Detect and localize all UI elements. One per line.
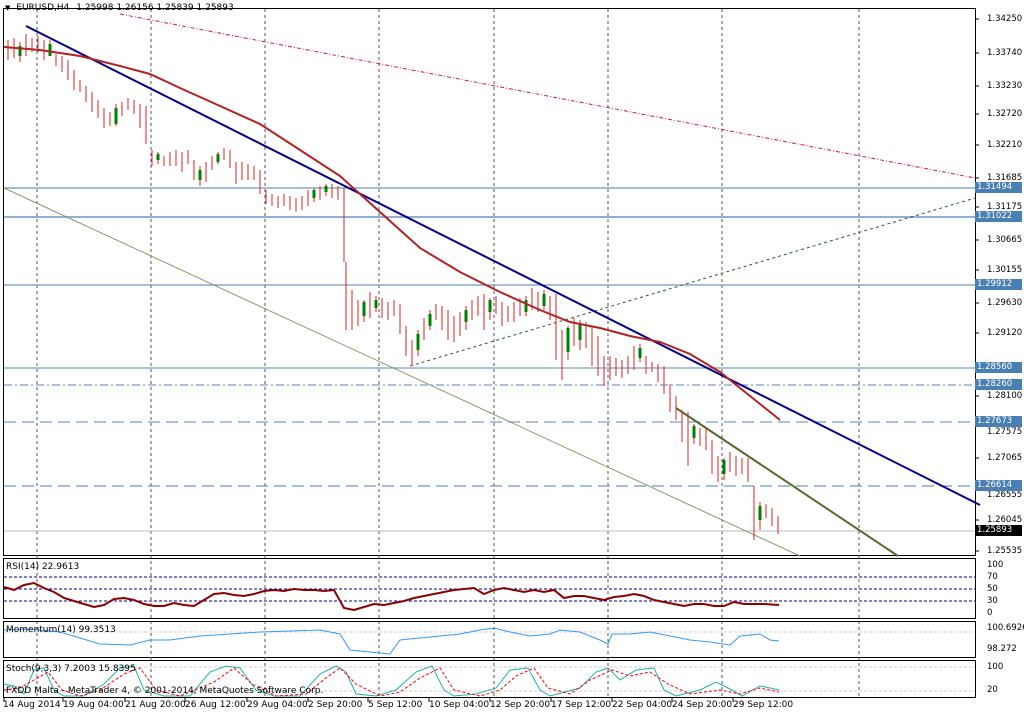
candlesticks <box>7 34 779 540</box>
momentum-level-label: 98.272 <box>987 644 1017 654</box>
support-trendline[interactable] <box>409 197 976 367</box>
copyright-text: FXDD Malta - MetaTrader 4, © 2001-2014, … <box>6 686 324 696</box>
price-label: 1.34250 <box>987 14 1023 24</box>
stoch-label: Stoch(9,3,3) 7.2003 15.8395 <box>6 664 136 674</box>
price-label: 1.27575 <box>987 427 1023 437</box>
price-label: 1.33740 <box>987 48 1023 58</box>
symbol-label: EURUSD,H4 <box>16 3 70 13</box>
rsi-level-label: 70 <box>987 572 998 582</box>
time-label: 5 Sep 12:00 <box>368 700 423 710</box>
channel-lower-line[interactable] <box>3 187 801 557</box>
price-label: 1.30155 <box>987 265 1023 275</box>
momentum-label: Momentum(14) 99.3513 <box>6 625 116 635</box>
rsi-levels <box>4 576 975 602</box>
price-label: 1.28100 <box>987 391 1023 401</box>
red-trendline[interactable] <box>119 13 976 179</box>
rsi-panel-border <box>3 558 976 619</box>
time-label: 14 Aug 2014 <box>3 700 61 710</box>
channel-upper-line[interactable] <box>675 407 899 557</box>
moving-average-line <box>3 46 781 421</box>
time-label: 24 Sep 20:00 <box>672 700 733 710</box>
price-label: 1.30665 <box>987 235 1023 245</box>
ohlc-values: 1.25998 1.26156 1.25839 1.25893 <box>76 3 234 13</box>
price-label: 1.32720 <box>987 109 1023 119</box>
current-price-tag: 1.25893 <box>975 525 1022 536</box>
time-label: 12 Sep 20:00 <box>490 700 551 710</box>
price-label: 1.25535 <box>987 546 1023 556</box>
level-tag[interactable]: 1.31494 <box>975 182 1022 193</box>
momentum-panel-border <box>3 621 976 658</box>
price-label: 1.31175 <box>987 202 1023 212</box>
time-label: 17 Sep 12:00 <box>551 700 612 710</box>
stoch-level-label: 20 <box>987 685 998 695</box>
level-tag[interactable]: 1.31022 <box>975 211 1022 222</box>
time-label: 10 Sep 04:00 <box>429 700 490 710</box>
vertical-grid <box>36 9 860 697</box>
time-label: 29 Aug 04:00 <box>247 700 308 710</box>
stoch-level-label: 100 <box>987 662 1004 672</box>
main-panel-border <box>3 8 976 556</box>
level-tag[interactable]: 1.29912 <box>975 279 1022 290</box>
triangle-down-icon[interactable]: ▼ <box>5 4 11 12</box>
price-label: 1.26555 <box>987 490 1023 500</box>
price-axis-ticks <box>975 18 979 552</box>
time-label: 22 Sep 04:00 <box>612 700 673 710</box>
stoch-main-line <box>3 665 780 697</box>
time-label: 2 Sep 20:00 <box>308 700 363 710</box>
stoch-signal-line <box>3 667 780 697</box>
rsi-level-label: 30 <box>987 596 998 606</box>
level-tag[interactable]: 1.27673 <box>975 416 1022 427</box>
price-label: 1.32210 <box>987 140 1023 150</box>
chart-header: ▼ EURUSD,H4 1.25998 1.26156 1.25839 1.25… <box>5 3 234 13</box>
momentum-level-label: 100.6926 <box>987 623 1024 633</box>
stoch-levels <box>4 666 975 692</box>
level-tag[interactable]: 1.28260 <box>975 379 1022 390</box>
price-label: 1.33230 <box>987 81 1023 91</box>
momentum-line <box>3 627 780 655</box>
main-downtrend-line[interactable] <box>25 25 981 506</box>
rsi-label: RSI(14) 22.9613 <box>6 562 80 572</box>
price-label: 1.29630 <box>987 298 1023 308</box>
level-tag[interactable]: 1.26614 <box>975 480 1022 491</box>
price-label: 1.27065 <box>987 453 1023 463</box>
time-label: 26 Aug 12:00 <box>185 700 246 710</box>
price-label: 1.29120 <box>987 328 1023 338</box>
price-label: 1.31685 <box>987 173 1023 183</box>
rsi-level-label: 0 <box>987 608 993 618</box>
rsi-line <box>3 581 780 612</box>
level-tag[interactable]: 1.28560 <box>975 362 1022 373</box>
time-label: 21 Aug 20:00 <box>125 700 186 710</box>
rsi-level-label: 50 <box>987 584 998 594</box>
price-label: 1.26045 <box>987 515 1023 525</box>
time-axis-ticks <box>3 697 734 702</box>
horizontal-levels[interactable] <box>4 187 975 532</box>
time-label: 19 Aug 04:00 <box>63 700 124 710</box>
rsi-level-label: 100 <box>987 560 1004 570</box>
time-label: 29 Sep 12:00 <box>733 700 794 710</box>
